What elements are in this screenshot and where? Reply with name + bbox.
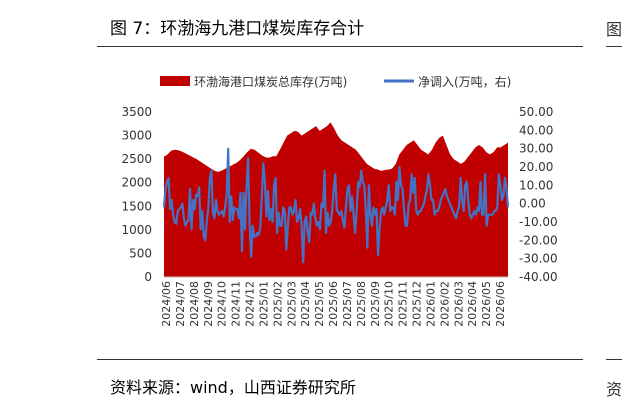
x-tick-label: 2025/11 bbox=[397, 281, 410, 327]
y-left-tick-label: 1000 bbox=[121, 223, 152, 237]
next-figure-title-fragment: 图 bbox=[606, 20, 622, 39]
legend-label-inventory: 环渤海港口煤炭总库存(万吨) bbox=[194, 74, 347, 89]
x-tick-label: 2025/02 bbox=[271, 281, 284, 327]
y-left-tick-label: 500 bbox=[129, 246, 152, 260]
y-right-tick-label: 20.00 bbox=[519, 160, 553, 174]
x-tick-label: 2025/06 bbox=[327, 281, 340, 327]
y-right-tick-label: -10.00 bbox=[519, 215, 558, 229]
chart-axes: 0 500 1000 1500 2000 2500 3000 3500 -40.00 -30.00… bbox=[121, 105, 557, 327]
source-note: 资料来源：wind，山西证券研究所 bbox=[110, 378, 356, 397]
next-source-rule bbox=[606, 359, 622, 360]
y-right-tick-label: 0.00 bbox=[519, 197, 546, 211]
x-tick-label: 2024/08 bbox=[188, 281, 201, 327]
next-figure-rule bbox=[606, 46, 622, 47]
x-tick-label: 2024/12 bbox=[244, 281, 257, 327]
y-right-tick-label: -30.00 bbox=[519, 252, 558, 266]
x-tick-label: 2026/04 bbox=[466, 281, 479, 327]
figure-title: 图 7：环渤海九港口煤炭库存合计 bbox=[110, 19, 365, 39]
title-rule bbox=[97, 46, 583, 47]
x-tick-label: 2026/01 bbox=[424, 281, 437, 327]
legend-label-net-inflow: 净调入(万吨，右) bbox=[418, 74, 511, 89]
x-tick-label: 2025/04 bbox=[299, 281, 312, 327]
x-tick-label: 2025/03 bbox=[285, 281, 298, 327]
x-tick-label: 2025/07 bbox=[341, 281, 354, 327]
y-left-tick-label: 3000 bbox=[121, 129, 152, 143]
legend-swatch-inventory bbox=[160, 76, 190, 86]
x-tick-label: 2025/09 bbox=[369, 281, 382, 327]
y-right-tick-label: 40.00 bbox=[519, 123, 553, 137]
net-inflow-line bbox=[162, 147, 510, 264]
y-left-tick-label: 2500 bbox=[121, 152, 152, 166]
x-tick-label: 2024/11 bbox=[230, 281, 243, 327]
x-tick-label: 2025/10 bbox=[383, 281, 396, 327]
x-tick-label: 2026/03 bbox=[452, 281, 465, 327]
chart-legend: 环渤海港口煤炭总库存(万吨) 净调入(万吨，右) bbox=[160, 74, 511, 89]
y-right-tick-label: 30.00 bbox=[519, 142, 553, 156]
x-tick-label: 2026/02 bbox=[438, 281, 451, 327]
plot-area bbox=[162, 122, 510, 278]
x-tick-label: 2024/06 bbox=[160, 281, 173, 327]
y-left-tick-label: 2000 bbox=[121, 176, 152, 190]
y-right-tick-label: 10.00 bbox=[519, 178, 553, 192]
y-right-tick-label: -40.00 bbox=[519, 270, 558, 284]
x-tick-label: 2026/06 bbox=[494, 281, 507, 327]
source-rule bbox=[97, 359, 583, 360]
x-tick-label: 2025/01 bbox=[257, 281, 270, 327]
y-left-tick-label: 0 bbox=[144, 270, 152, 284]
x-tick-label: 2025/08 bbox=[355, 281, 368, 327]
x-tick-label: 2024/07 bbox=[174, 281, 187, 327]
x-tick-label: 2025/05 bbox=[313, 281, 326, 327]
x-tick-label: 2025/12 bbox=[411, 281, 424, 327]
y-left-tick-label: 3500 bbox=[121, 105, 152, 119]
y-right-tick-label: -20.00 bbox=[519, 233, 558, 247]
x-tick-label: 2024/10 bbox=[216, 281, 229, 327]
x-tick-label: 2024/09 bbox=[202, 281, 215, 327]
y-left-tick-label: 1500 bbox=[121, 199, 152, 213]
x-tick-label: 2026/05 bbox=[480, 281, 493, 327]
y-right-tick-label: 50.00 bbox=[519, 105, 553, 119]
next-source-fragment: 资 bbox=[606, 380, 622, 399]
